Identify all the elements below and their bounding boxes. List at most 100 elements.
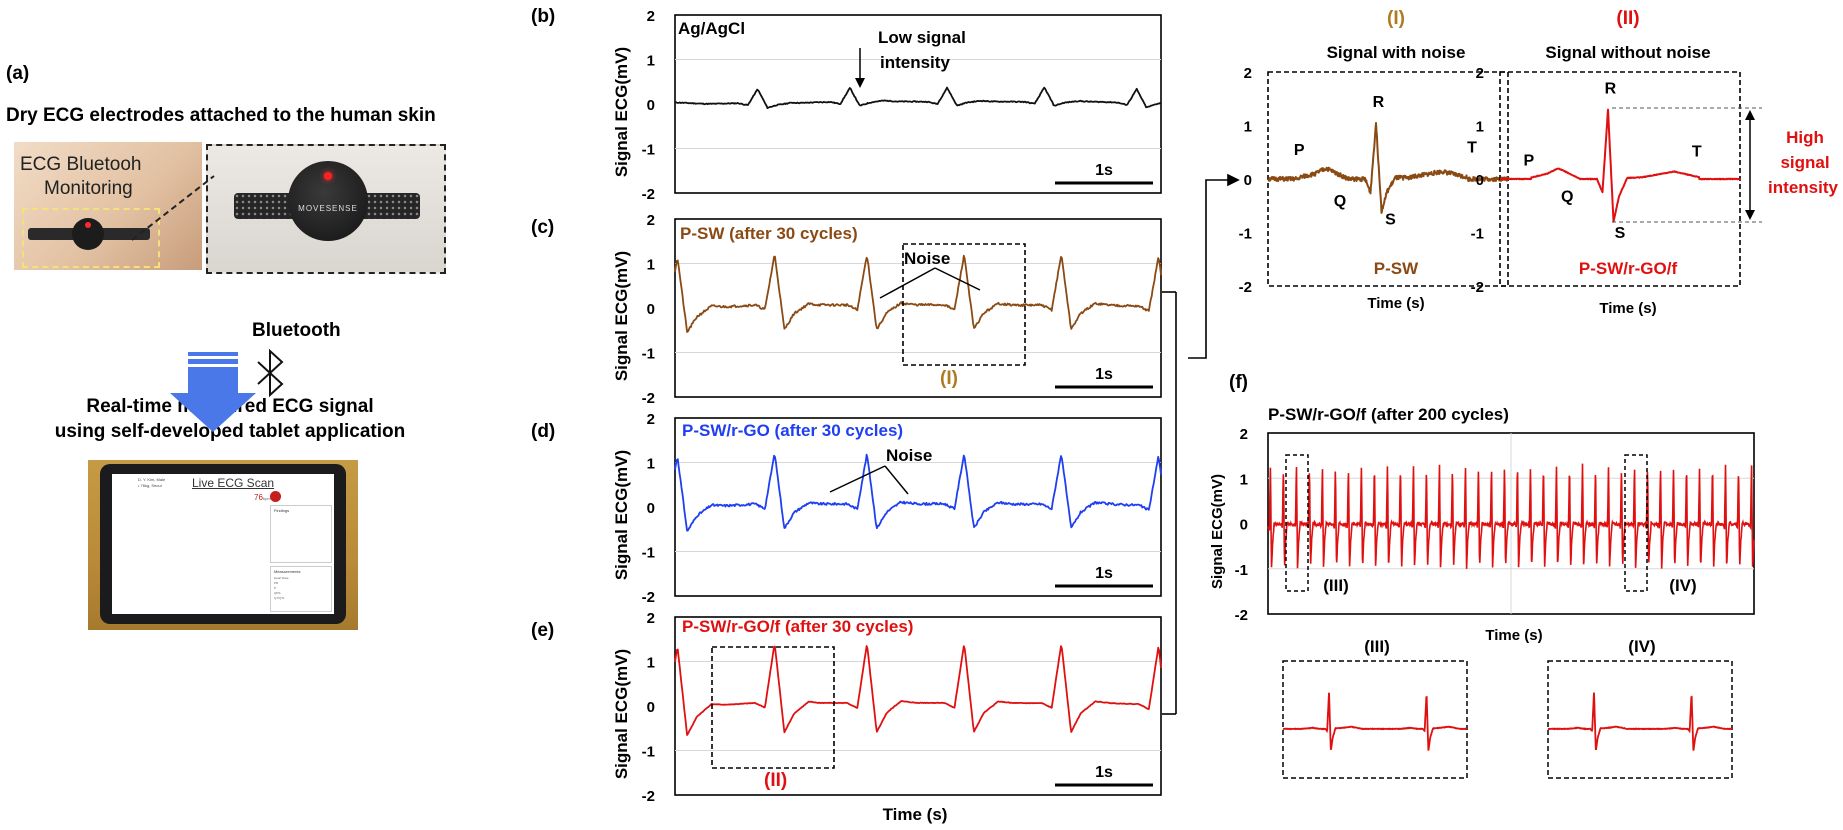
panel-f: 2 1 0 -1 -2 Signal ECG(mV) <box>1209 426 1755 624</box>
app-meas-row-3: QRS <box>274 591 281 595</box>
zoom-IV <box>1547 660 1733 779</box>
app-measurements-label: Measurements <box>274 569 301 574</box>
panel-b: 2 1 0 -1 -2 Signal ECG(mV) 1s <box>612 8 1162 203</box>
panel-c-title: P-SW (after 30 cycles) <box>680 224 858 243</box>
panel-d-g-ylabel: Signal ECG(mV) <box>612 450 631 580</box>
app-patient-line1: D. Y. Kim, Male <box>138 477 166 482</box>
panel-f-ytick-0: 2 <box>1240 426 1248 443</box>
panel-b-g-ytick-3: -1 <box>642 142 655 159</box>
zoom-III-g-frame <box>1282 660 1468 779</box>
panel-II-xlabel: Time (s) <box>1599 300 1656 317</box>
panel-c-box-label: (I) <box>940 368 958 389</box>
panel-II-g-ytick-2: 0 <box>1476 172 1484 189</box>
panel-e-g-ytick-0: 2 <box>647 610 655 627</box>
panel-I-g-wave-Q: Q <box>1334 193 1346 210</box>
panel-b-title: Ag/AgCl <box>678 19 745 38</box>
app-meas-row-0: Heart Rate <box>274 576 289 580</box>
zoom-III <box>1282 660 1468 779</box>
panel-c-g-ytick-3: -1 <box>642 346 655 363</box>
realtime-line2: using self-developed tablet application <box>54 421 406 442</box>
panel-c: 2 1 0 -1 -2 Signal ECG(mV) 1s <box>612 212 1162 407</box>
app-meas-row-1: PR <box>274 581 279 585</box>
device-photo: MOVESENSE <box>206 144 446 274</box>
panel-b-g-ytick-4: -2 <box>642 186 655 203</box>
panel-e-label: (e) <box>531 620 554 641</box>
panel-d-g-ytick-1: 1 <box>647 456 655 473</box>
panel-I-g-wave-P: P <box>1294 142 1305 159</box>
panel-f-marker-IV: (IV) <box>1669 576 1696 595</box>
panel-d: 2 1 0 -1 -2 Signal ECG(mV) 1s <box>612 411 1162 606</box>
panel-b-g-ylabel: Signal ECG(mV) <box>612 47 631 177</box>
panel-II-g-ytick-0: 2 <box>1476 65 1484 82</box>
panel-II-g-wave-S: S <box>1615 225 1626 242</box>
app-meas-row-2: P <box>274 586 277 590</box>
panel-II: 2 1 0 -1 -2 P Q R S T <box>1471 65 1762 296</box>
photo-caption-line1: ECG Bluetooh <box>20 154 142 175</box>
panel-II-g-wave-P: P <box>1523 153 1534 170</box>
bluetooth-label: Bluetooth <box>252 320 341 341</box>
panel-II-g-ytick-1: 1 <box>1476 119 1484 136</box>
panel-II-g-ytick-4: -2 <box>1471 279 1484 296</box>
panel-d-title: P-SW/r-GO (after 30 cycles) <box>682 421 903 440</box>
panel-I-g-wave-R: R <box>1373 94 1385 111</box>
panel-c-g-ytick-4: -2 <box>642 390 655 407</box>
panel-b-g-scale-label: 1s <box>1095 162 1113 179</box>
panel-e-g-ytick-3: -1 <box>642 744 655 761</box>
noise-arrow-c-1 <box>879 267 936 299</box>
panel-f-ytick-2: 0 <box>1240 517 1248 534</box>
panel-c-g-ytick-2: 0 <box>647 301 655 318</box>
panel-I-label: (I) <box>1387 8 1405 29</box>
device-logo: MOVESENSE <box>298 204 358 213</box>
panel-b-annot-1: Low signal <box>878 28 966 47</box>
panel-d-g-ytick-4: -2 <box>642 589 655 606</box>
panel-e-g-ytick-1: 1 <box>647 655 655 672</box>
panel-b-g-frame <box>674 14 1162 194</box>
panel-f-label: (f) <box>1229 372 1248 393</box>
panel-c-label: (c) <box>531 217 554 238</box>
panel-a-label: (a) <box>6 63 30 84</box>
panel-d-label: (d) <box>531 421 555 442</box>
panel-d-g-series-line <box>674 453 1162 532</box>
panel-c-g-series-line <box>674 254 1162 333</box>
dashed-highlight-box <box>22 208 160 268</box>
app-record-button[interactable] <box>270 491 281 502</box>
app-measurements-box: Measurements Heart Rate PR P QRS QT/QTc <box>270 566 332 612</box>
heart-rate-unit: bpm <box>262 496 271 501</box>
panel-d-g-ytick-2: 0 <box>647 500 655 517</box>
panel-f-series-line <box>1267 463 1755 569</box>
panel-e-g-ytick-4: -2 <box>642 788 655 805</box>
photo-caption-line2: Monitoring <box>44 178 133 199</box>
zoom-III-g-series-line <box>1282 692 1468 751</box>
panel-e-title: P-SW/r-GO/f (after 30 cycles) <box>682 617 913 636</box>
panel-f-ytick-4: -2 <box>1235 607 1248 624</box>
panel-f-ytick-3: -1 <box>1235 562 1248 579</box>
tablet-photo: D. Y. Kim, Male • 76kg, Seoul Live ECG S… <box>88 460 358 630</box>
panel-f-box-IV <box>1624 454 1648 592</box>
app-meas-row-4: QT/QTc <box>274 596 285 600</box>
panel-e-g-scale-label: 1s <box>1095 764 1113 781</box>
panel-f-xlabel: Time (s) <box>1485 627 1542 644</box>
zoom-III-label: (III) <box>1364 637 1390 656</box>
noise-arrow-c-2 <box>934 267 981 291</box>
panel-d-noise: Noise <box>886 446 932 465</box>
high-signal-3: intensity <box>1768 178 1838 197</box>
panel-b-g-ytick-0: 2 <box>647 8 655 25</box>
panel-b-g-series-line <box>674 86 1162 109</box>
panel-e-g-ytick-2: 0 <box>647 699 655 716</box>
panel-II-g-wave-T: T <box>1692 144 1702 161</box>
panel-f-box-III <box>1285 454 1309 592</box>
panel-connector <box>1162 173 1240 715</box>
tablet-screen: D. Y. Kim, Male • 76kg, Seoul Live ECG S… <box>112 474 334 614</box>
panel-c-g-ytick-1: 1 <box>647 257 655 274</box>
high-signal-arrow-down <box>1745 210 1755 220</box>
panel-II-title: Signal without noise <box>1545 43 1710 62</box>
panel-d-g-ytick-0: 2 <box>647 411 655 428</box>
app-title: Live ECG Scan <box>192 476 275 490</box>
panel-I-g-ytick-1: 1 <box>1244 119 1252 136</box>
panel-e-xlabel: Time (s) <box>883 805 948 824</box>
panel-I-g-wave-T: T <box>1467 139 1477 156</box>
panel-b-label: (b) <box>531 6 555 27</box>
panel-e-zoom-box <box>711 646 835 769</box>
panel-e-g-series-line <box>674 645 1162 736</box>
